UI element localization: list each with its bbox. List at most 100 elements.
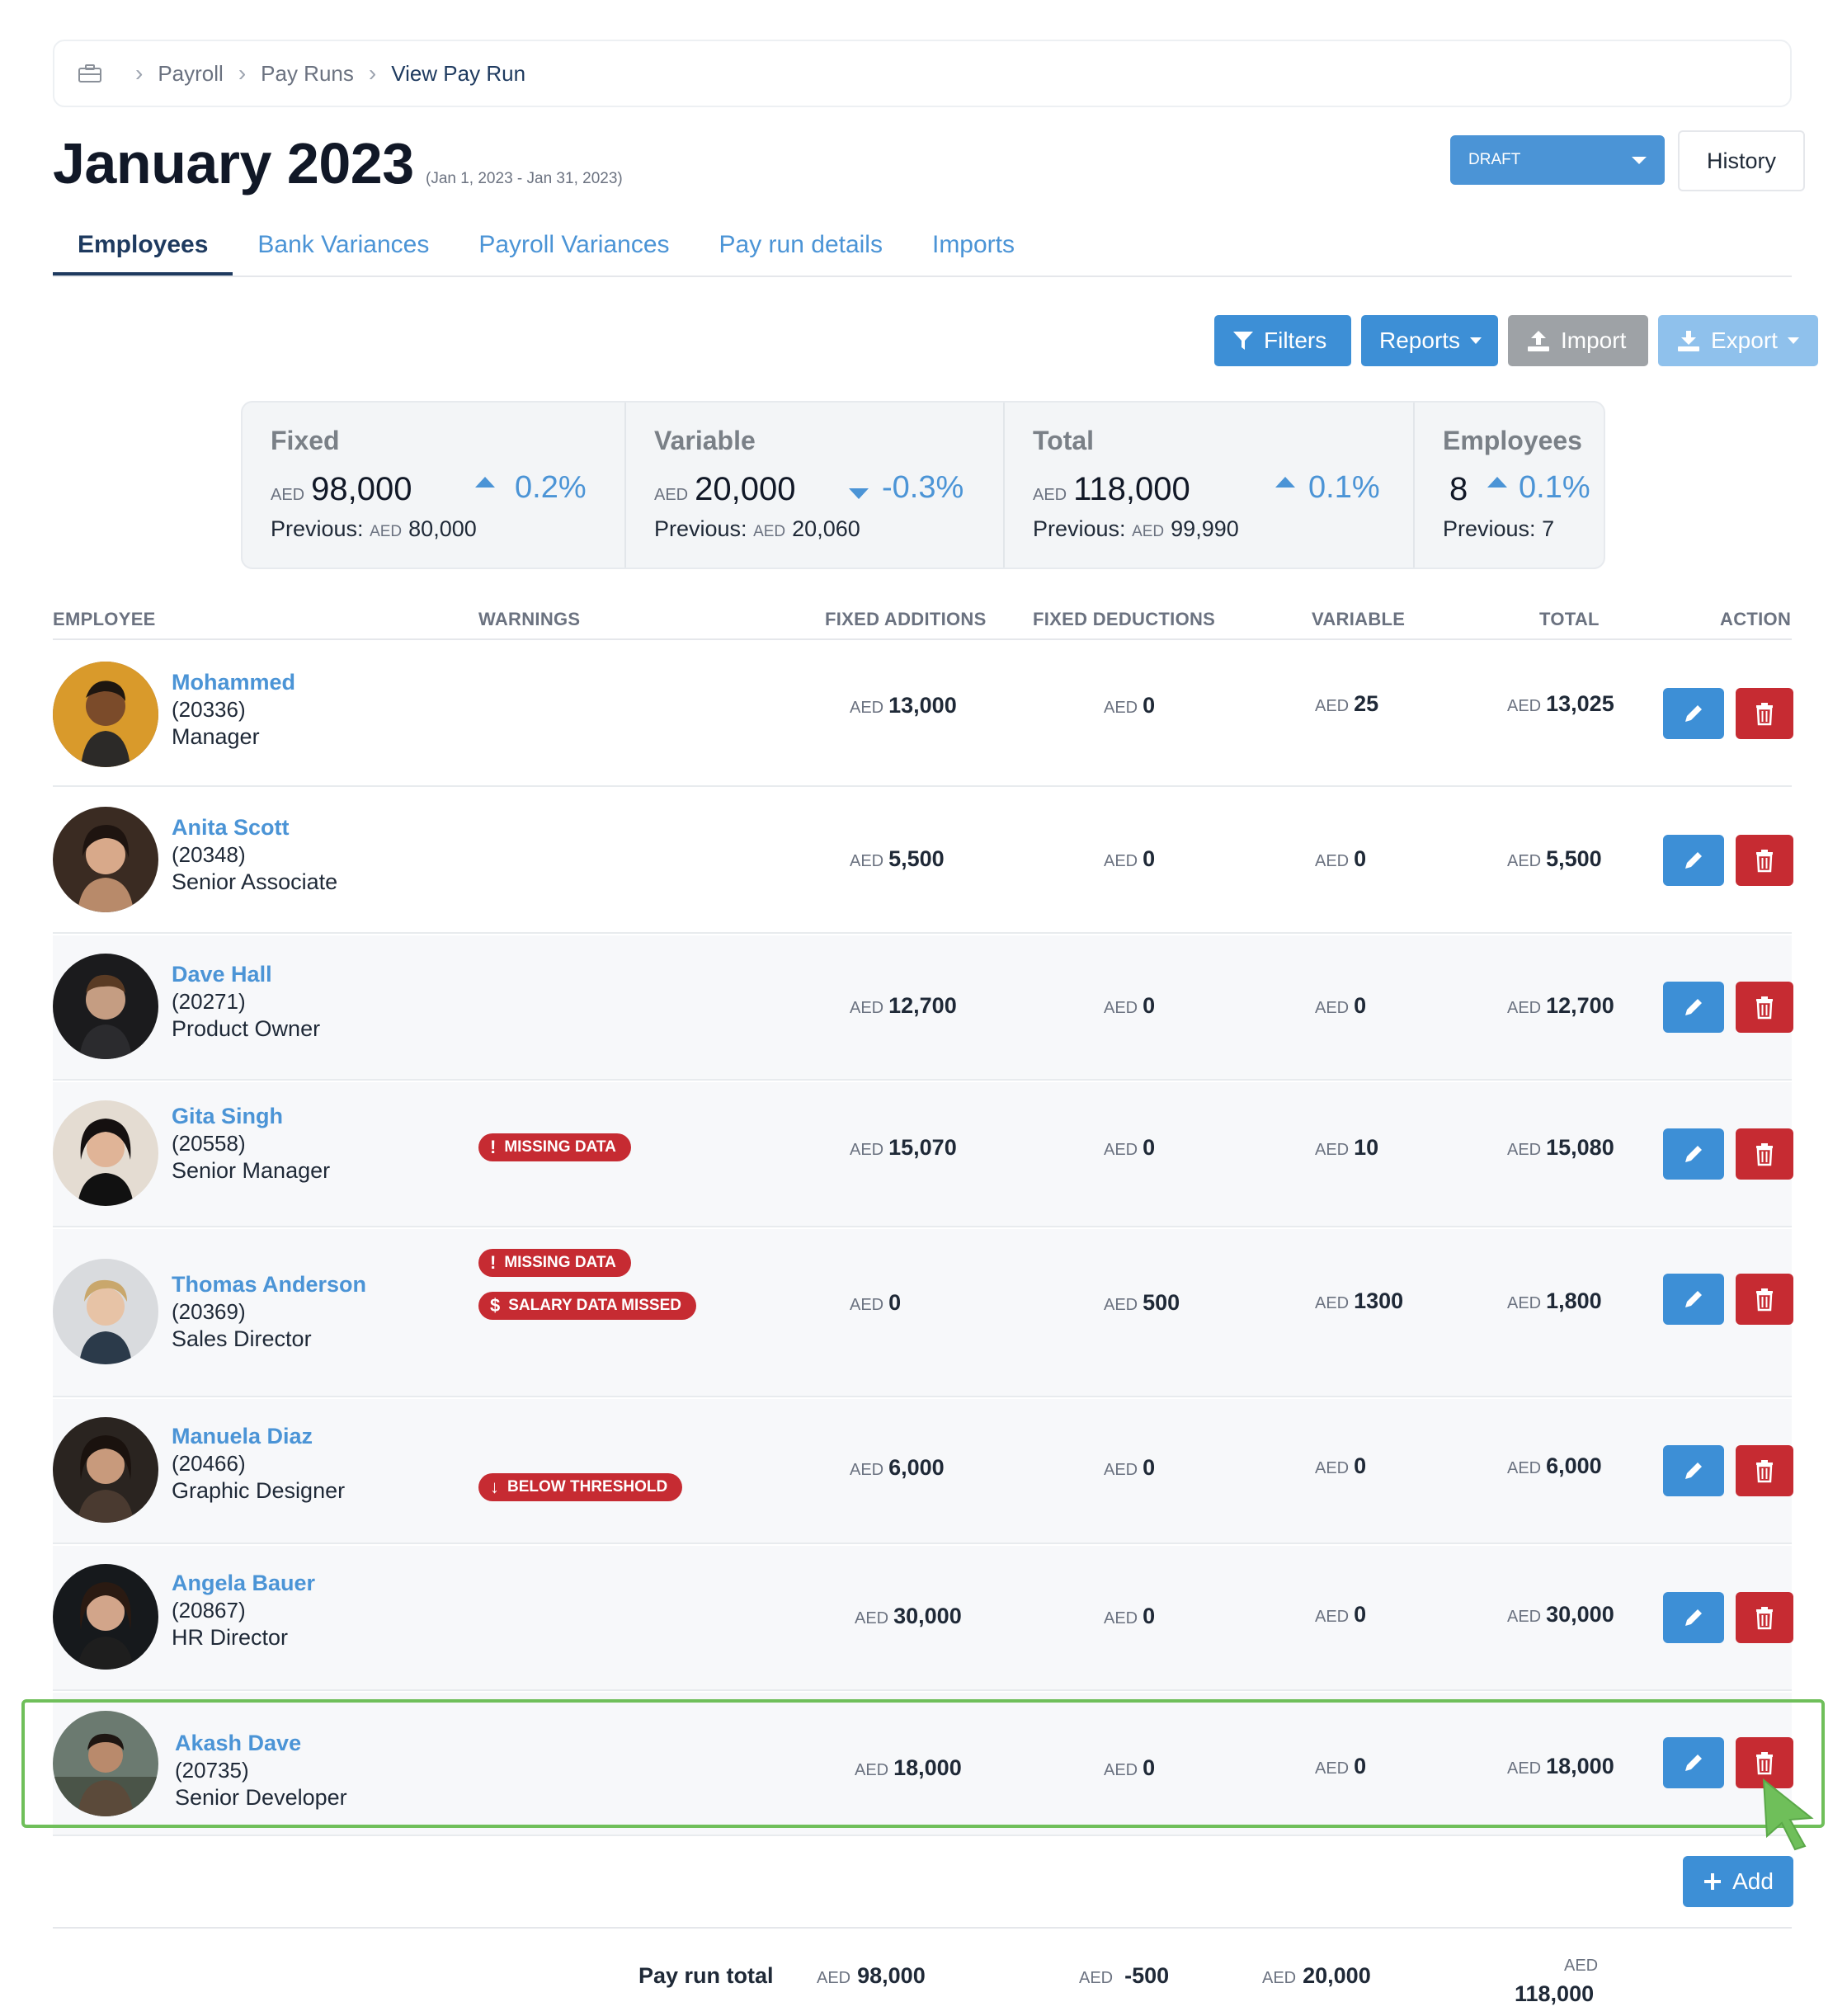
footer-total-currency: AED — [1564, 1957, 1599, 1975]
currency-label: AED — [850, 1461, 884, 1479]
briefcase-icon[interactable] — [78, 64, 102, 83]
pencil-icon — [1685, 1609, 1702, 1626]
breadcrumb-payroll[interactable]: Payroll — [158, 60, 224, 86]
delete-button[interactable] — [1736, 1274, 1793, 1325]
currency-label: AED — [1132, 523, 1165, 540]
toolbar: Filters Reports Import Export — [1214, 315, 1818, 366]
warning-badge-missing-data: ! MISSING DATA — [478, 1249, 631, 1277]
amount: 15,070 — [888, 1135, 957, 1160]
delete-button[interactable] — [1736, 1128, 1793, 1180]
summary-fixed-value: AED 98,000 — [271, 471, 624, 508]
currency-label: AED — [850, 999, 884, 1017]
table-row: Manuela Diaz (20466) Graphic Designer ↓ B… — [53, 1399, 1793, 1544]
arrow-up-icon — [1487, 477, 1507, 488]
amount: 12,700 — [888, 993, 957, 1018]
trash-icon — [1756, 850, 1773, 873]
delete-button[interactable] — [1736, 835, 1793, 886]
pencil-icon — [1685, 705, 1702, 722]
reports-button[interactable]: Reports — [1361, 315, 1498, 366]
employee-name-link[interactable]: Mohammed — [172, 670, 296, 695]
amount: 500 — [1143, 1290, 1180, 1315]
summary-fixed: Fixed AED 98,000 0.2% Previous: AED 80,00… — [243, 403, 626, 568]
currency-label: AED — [850, 699, 884, 717]
edit-button[interactable] — [1663, 1592, 1724, 1643]
tab-bank-variances[interactable]: Bank Variances — [257, 231, 430, 258]
total-value: AED 5,500 — [1507, 846, 1602, 872]
cursor-arrow-icon — [1762, 1778, 1814, 1851]
export-button[interactable]: Export — [1658, 315, 1818, 366]
edit-button[interactable] — [1663, 688, 1724, 739]
pencil-icon — [1685, 1291, 1702, 1307]
trash-icon — [1756, 703, 1773, 726]
amount: 0 — [1143, 993, 1156, 1018]
edit-button[interactable] — [1663, 1445, 1724, 1496]
col-fixed-additions: FIXED ADDITIONS — [825, 609, 987, 629]
currency-label: AED — [753, 523, 786, 540]
employee-name-link[interactable]: Gita Singh — [172, 1104, 283, 1128]
summary-variable-label: Variable — [654, 426, 756, 455]
amount: 13,025 — [1546, 691, 1614, 716]
amount: 25 — [1354, 691, 1379, 716]
tab-employees[interactable]: Employees — [53, 221, 233, 276]
summary-employees-value: 8 — [1443, 471, 1604, 508]
page-title: January 2023 — [53, 131, 414, 195]
table-row: Gita Singh (20558) Senior Manager ! MISSI… — [53, 1082, 1793, 1227]
amount: 20,000 — [1303, 1963, 1371, 1988]
tab-pay-run-details[interactable]: Pay run details — [719, 231, 883, 258]
employee-name-link[interactable]: Dave Hall — [172, 962, 272, 987]
amount: 0 — [1143, 1604, 1156, 1628]
currency-label: AED — [654, 486, 689, 504]
row-highlight-outline — [21, 1699, 1825, 1828]
total-value: AED 30,000 — [1507, 1602, 1614, 1627]
delete-button[interactable] — [1736, 688, 1793, 739]
delete-button[interactable] — [1736, 1445, 1793, 1496]
avatar — [53, 1100, 158, 1206]
currency-label: AED — [1507, 1759, 1542, 1778]
amount: 18,000 — [893, 1755, 962, 1780]
table-row: Mohammed (20336) Manager AED 13,000 AED 0 … — [53, 642, 1793, 787]
avatar — [53, 954, 158, 1059]
edit-button[interactable] — [1663, 1737, 1724, 1788]
history-button[interactable]: History — [1678, 130, 1805, 191]
summary-total-amount: 118,000 — [1073, 471, 1190, 507]
col-action: ACTION — [1720, 609, 1792, 629]
col-total: TOTAL — [1539, 609, 1600, 629]
employee-name-link[interactable]: Anita Scott — [172, 815, 290, 840]
employee-role: Senior Developer — [175, 1785, 347, 1810]
employee-name-link[interactable]: Manuela Diaz — [172, 1424, 313, 1448]
chevron-down-icon — [1470, 337, 1482, 344]
import-label: Import — [1561, 327, 1627, 353]
import-button[interactable]: Import — [1508, 315, 1648, 366]
delete-button[interactable] — [1736, 982, 1793, 1033]
fixed-additions-value: AED 5,500 — [850, 846, 945, 872]
edit-button[interactable] — [1663, 1128, 1724, 1180]
tab-imports[interactable]: Imports — [931, 231, 1015, 258]
filters-button[interactable]: Filters — [1214, 315, 1351, 366]
currency-label: AED — [1104, 1296, 1138, 1314]
employee-role: Sales Director — [172, 1326, 312, 1351]
pencil-icon — [1685, 999, 1702, 1015]
edit-button[interactable] — [1663, 1274, 1724, 1325]
amount: 0 — [1354, 993, 1367, 1018]
status-select[interactable]: DRAFT — [1450, 135, 1665, 185]
edit-button[interactable] — [1663, 835, 1724, 886]
avatar — [53, 1564, 158, 1670]
previous-amount: 80,000 — [408, 516, 477, 541]
reports-label: Reports — [1379, 327, 1461, 353]
pencil-icon — [1685, 1755, 1702, 1771]
add-employee-button[interactable]: Add — [1683, 1856, 1793, 1907]
employee-name-link[interactable]: Thomas Anderson — [172, 1272, 367, 1297]
breadcrumb-pay-runs[interactable]: Pay Runs — [261, 60, 354, 86]
currency-label: AED — [1262, 1969, 1297, 1987]
tab-payroll-variances[interactable]: Payroll Variances — [478, 231, 670, 258]
employee-role: Graphic Designer — [172, 1478, 346, 1503]
delete-button[interactable] — [1736, 1592, 1793, 1643]
person-silhouette-icon — [53, 954, 158, 1059]
breadcrumb-separator-icon: › — [135, 60, 144, 86]
employee-name-link[interactable]: Akash Dave — [175, 1731, 302, 1755]
page-date-range: (Jan 1, 2023 - Jan 31, 2023) — [426, 170, 623, 187]
person-silhouette-icon — [53, 662, 158, 767]
edit-button[interactable] — [1663, 982, 1724, 1033]
arrow-down-icon — [849, 488, 869, 499]
employee-name-link[interactable]: Angela Bauer — [172, 1571, 316, 1595]
